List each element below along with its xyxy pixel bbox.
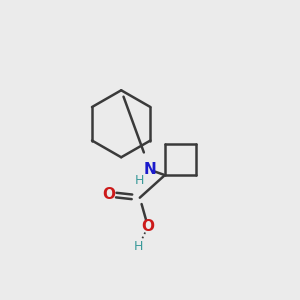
Text: O: O xyxy=(141,219,154,234)
Text: N: N xyxy=(144,163,157,178)
Text: H: H xyxy=(135,174,145,187)
Text: O: O xyxy=(102,187,115,202)
Text: H: H xyxy=(134,240,143,253)
